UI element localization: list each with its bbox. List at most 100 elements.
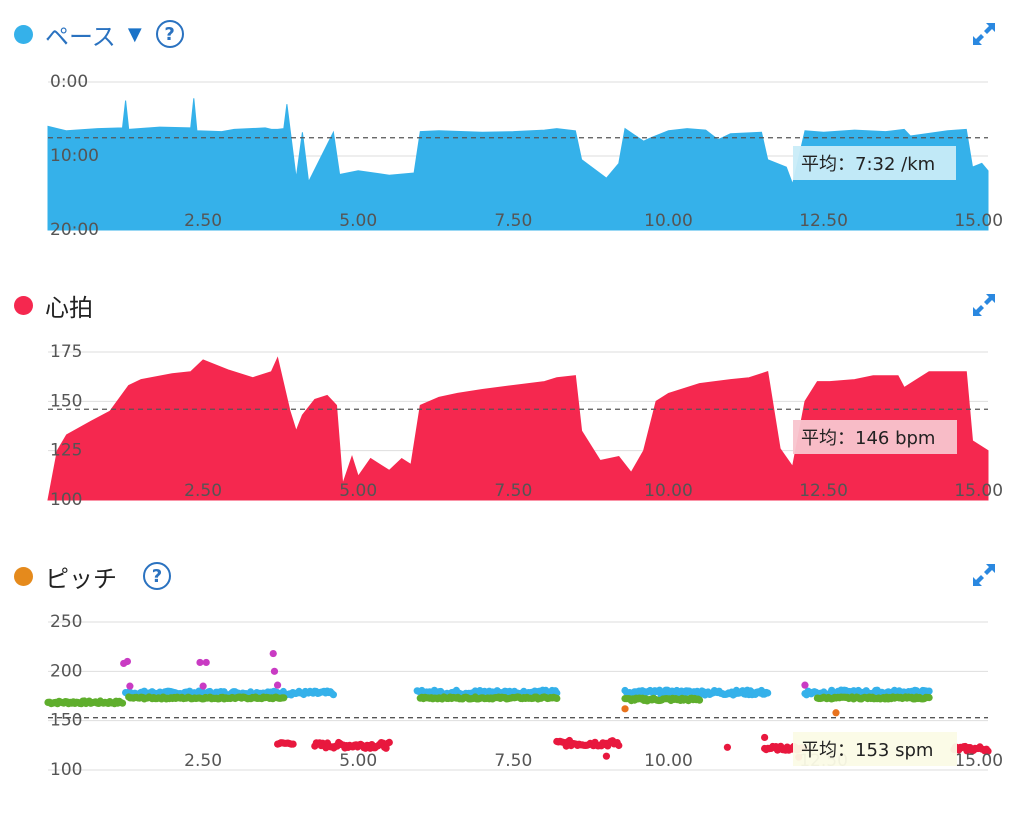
dropdown-triangle-icon[interactable]: ▼ — [127, 23, 142, 45]
pitch-point — [99, 699, 107, 707]
pitch-point — [581, 741, 590, 750]
pitch-point — [273, 694, 282, 702]
pitch-point — [419, 691, 427, 699]
pitch-point — [316, 739, 324, 747]
pitch-point — [311, 687, 319, 695]
pitch-point — [780, 746, 788, 754]
pitch-point — [657, 691, 665, 699]
pitch-help-icon[interactable]: ? — [143, 562, 171, 590]
pitch-point — [778, 746, 787, 754]
pitch-point — [365, 742, 373, 750]
pitch-point — [813, 690, 822, 698]
pitch-point — [867, 694, 875, 703]
pitch-point — [654, 696, 662, 705]
x-tick-label: 5.00 — [339, 211, 377, 231]
pitch-point — [676, 696, 685, 705]
pitch-point — [908, 693, 916, 701]
pitch-point — [438, 691, 446, 699]
pitch-point — [237, 690, 245, 698]
pitch-point — [694, 695, 702, 703]
pitch-point — [471, 687, 479, 695]
pitch-point — [761, 733, 769, 742]
pitch-point — [90, 698, 98, 706]
pitch-point — [690, 688, 698, 696]
pitch-point — [242, 694, 250, 702]
pitch-point — [492, 694, 500, 702]
pitch-point — [688, 694, 696, 702]
pitch-point — [376, 740, 384, 748]
pitch-point — [330, 744, 338, 752]
pitch-point — [812, 688, 820, 696]
pitch-point — [903, 694, 911, 702]
pitch-point — [514, 693, 522, 701]
pitch-point — [232, 690, 241, 699]
pace-area — [47, 98, 989, 231]
pitch-point — [264, 688, 272, 696]
pitch-point — [143, 694, 152, 702]
pitch-point — [416, 688, 424, 696]
pitch-point — [446, 690, 454, 698]
pitch-point — [823, 691, 831, 699]
pitch-point — [233, 694, 241, 702]
pitch-point — [740, 690, 748, 698]
pitch-point — [514, 689, 522, 697]
pitch-point — [328, 743, 336, 751]
pitch-point — [323, 687, 331, 695]
pitch-point — [879, 694, 888, 702]
pitch-point — [706, 690, 714, 699]
pitch-point — [293, 689, 302, 697]
pitch-point-group — [621, 694, 704, 705]
pitch-point — [971, 744, 979, 753]
pitch-point — [418, 693, 426, 702]
pitch-point — [278, 691, 286, 699]
pitch-point — [517, 694, 525, 703]
pitch-point — [202, 658, 210, 667]
pace-help-icon[interactable]: ? — [155, 20, 184, 48]
pitch-point — [118, 699, 127, 707]
pitch-point — [434, 690, 442, 698]
pitch-point — [507, 694, 515, 702]
heart-expand-icon[interactable] — [970, 291, 998, 319]
pitch-point — [226, 694, 235, 703]
pitch-point — [101, 698, 109, 706]
pitch-point — [585, 741, 593, 749]
pitch-point — [862, 687, 870, 695]
pitch-point — [649, 694, 658, 703]
pitch-point — [297, 689, 305, 697]
pitch-point — [517, 691, 525, 699]
pitch-point — [596, 741, 604, 750]
pitch-point — [482, 694, 490, 703]
pitch-point — [621, 686, 629, 695]
pitch-point — [981, 747, 989, 755]
pitch-point — [245, 694, 253, 703]
pitch-point — [460, 690, 468, 698]
pitch-point — [718, 690, 726, 698]
pitch-point — [125, 688, 133, 696]
pitch-point — [273, 688, 281, 697]
pitch-point — [123, 657, 132, 666]
pitch-point — [884, 688, 892, 696]
pitch-expand-icon[interactable] — [970, 561, 998, 589]
pitch-point — [583, 741, 591, 749]
pitch-point — [901, 693, 910, 701]
pitch-point — [136, 689, 144, 698]
pitch-point — [354, 743, 362, 751]
pitch-point — [613, 739, 621, 747]
pitch-point — [373, 742, 381, 751]
pitch-point — [793, 746, 801, 754]
pitch-point — [256, 689, 264, 698]
pitch-point — [898, 694, 906, 703]
pitch-point — [262, 691, 270, 699]
pitch-point — [826, 690, 834, 698]
pitch-point — [110, 700, 119, 708]
pitch-point — [465, 695, 473, 703]
pitch-point — [739, 687, 747, 695]
pitch-point — [346, 741, 354, 750]
pitch-point — [610, 740, 618, 748]
pitch-point — [342, 742, 351, 750]
pace-header: ペース ▼ ? — [14, 16, 184, 52]
pace-expand-icon[interactable] — [970, 20, 998, 48]
pitch-point — [142, 690, 150, 698]
pitch-point — [897, 693, 905, 701]
pitch-point — [703, 690, 711, 698]
